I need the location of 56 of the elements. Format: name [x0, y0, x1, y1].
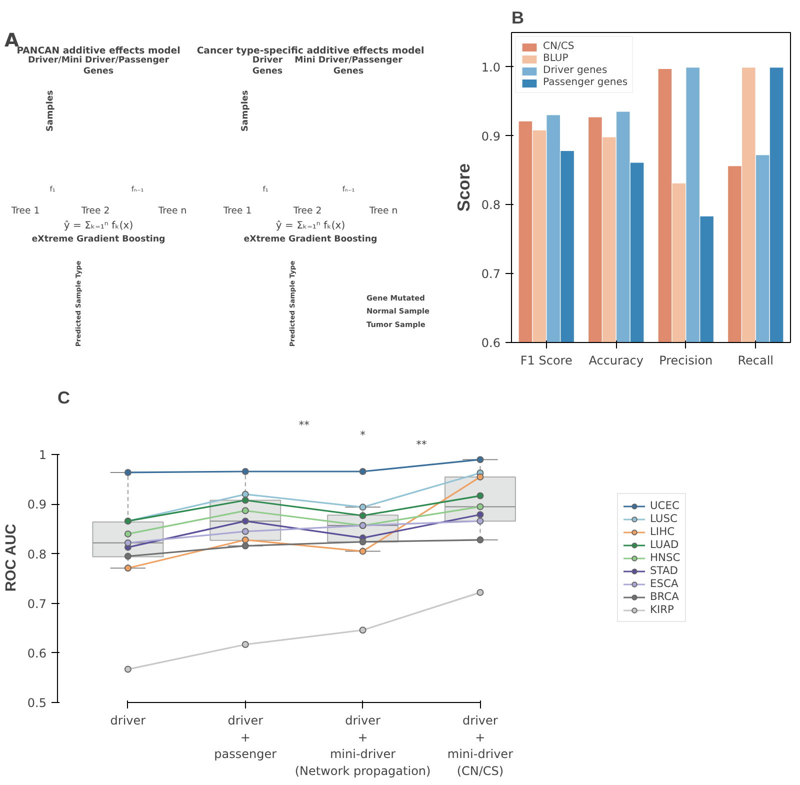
text: Tree 2	[292, 206, 322, 217]
text: Tree 1	[10, 206, 40, 217]
legend-label: UCEC	[650, 499, 680, 512]
y-axis-title: ROC AUC	[3, 523, 20, 592]
legend-label: Driver genes	[543, 65, 608, 76]
text: Tree n	[157, 206, 187, 217]
y-tick-label: 0.6	[27, 646, 47, 660]
legend-label: ESCA	[650, 577, 678, 590]
x-tick-label: driver + mini-driver (CN/CS)	[447, 714, 514, 778]
x-tick-label: driver + passenger	[214, 714, 277, 762]
text: Driver Genes	[252, 56, 284, 77]
legend-label: BRCA	[650, 590, 679, 603]
legend-label: STAD	[650, 564, 678, 577]
x-tick-label: driver + mini-driver (Network propagation)	[294, 714, 431, 778]
y-tick-label: 0.7	[481, 267, 501, 282]
text: eXtreme Gradient Boosting	[32, 234, 166, 245]
text: Tree 1	[222, 206, 252, 217]
text: Cancer type-specific additive effects model	[196, 46, 424, 57]
y-tick-label: 0.5	[27, 696, 47, 710]
text: PANCAN additive effects model	[16, 46, 180, 57]
legend-label: CN/CS	[543, 41, 574, 52]
legend-label: BLUP	[543, 53, 568, 64]
y-tick-label: 0.9	[27, 498, 47, 512]
text: ŷ = Σₖ₌₁ⁿ fₖ(x)	[276, 220, 346, 232]
y-tick-label: 1	[38, 448, 47, 462]
text: eXtreme Gradient Boosting	[244, 234, 378, 245]
text: B	[512, 8, 524, 28]
x-tick-label: Recall	[738, 354, 774, 368]
text: **	[298, 418, 310, 432]
text: Driver/Mini Driver/Passenger Genes	[28, 56, 170, 77]
x-tick-label: F1 Score	[520, 354, 572, 368]
y-tick-label: 0.8	[481, 198, 501, 212]
y-tick-label: 0.7	[27, 596, 47, 611]
y-tick-label: 0.6	[481, 336, 501, 350]
text: *	[360, 428, 366, 442]
text: Tree n	[368, 206, 398, 217]
x-tick-label: driver	[110, 714, 146, 728]
legend-label: KIRP	[650, 603, 674, 616]
y-axis-title: Score	[453, 163, 474, 212]
y-tick-label: 0.9	[481, 129, 501, 144]
y-tick-label: 0.8	[27, 547, 47, 562]
x-tick-label: Precision	[659, 354, 713, 368]
legend-label: LUSC	[650, 512, 678, 525]
y-tick-label: 1.0	[481, 60, 501, 74]
legend-label: LUAD	[650, 538, 679, 551]
text: Mini Driver/Passenger Genes	[294, 56, 404, 77]
legend-label: HNSC	[650, 551, 680, 564]
x-tick-label: Accuracy	[588, 354, 644, 368]
text: **	[416, 438, 428, 452]
text: ŷ = Σₖ₌₁ⁿ fₖ(x)	[64, 220, 134, 232]
text: Tree 2	[80, 206, 110, 217]
text: Samples	[240, 90, 250, 132]
text: Samples	[46, 90, 56, 132]
text: C	[58, 388, 70, 408]
legend-label: LIHC	[650, 525, 675, 538]
legend-label: Passenger genes	[543, 77, 628, 88]
